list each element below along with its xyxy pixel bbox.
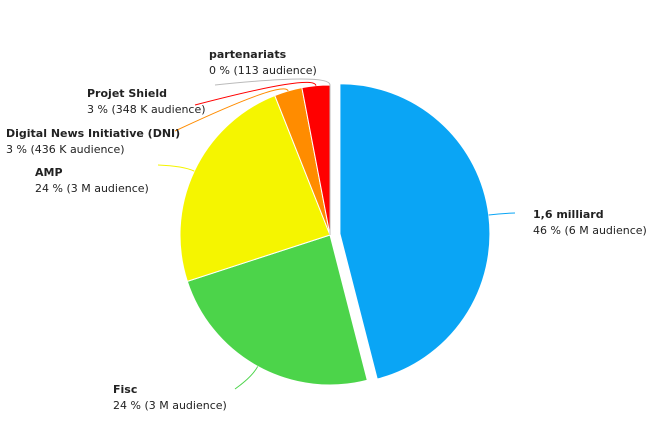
slice-name: AMP: [35, 166, 63, 179]
connector: [488, 212, 516, 216]
slice-name: Projet Shield: [87, 87, 167, 100]
connector: [174, 88, 289, 132]
connector: [234, 366, 259, 390]
connector: [194, 81, 317, 106]
pie-slice: [179, 94, 331, 282]
data-label: 24 % (3 M audience): [35, 182, 149, 195]
data-label: 3 % (436 K audience): [6, 143, 125, 156]
slice-name: Fisc: [113, 383, 137, 396]
data-label: 46 % (6 M audience): [533, 224, 647, 237]
data-label: 3 % (348 K audience): [87, 103, 206, 116]
connector: [214, 78, 331, 86]
slice-name: partenariats: [209, 48, 287, 61]
pie-slice: [339, 83, 491, 380]
data-label: 0 % (113 audience): [209, 64, 317, 77]
pie-slice: [186, 234, 368, 386]
slice-name: 1,6 milliard: [533, 208, 604, 221]
connector: [157, 164, 195, 172]
data-label: 24 % (3 M audience): [113, 399, 227, 412]
slice-name: Digital News Initiative (DNI): [6, 127, 180, 140]
